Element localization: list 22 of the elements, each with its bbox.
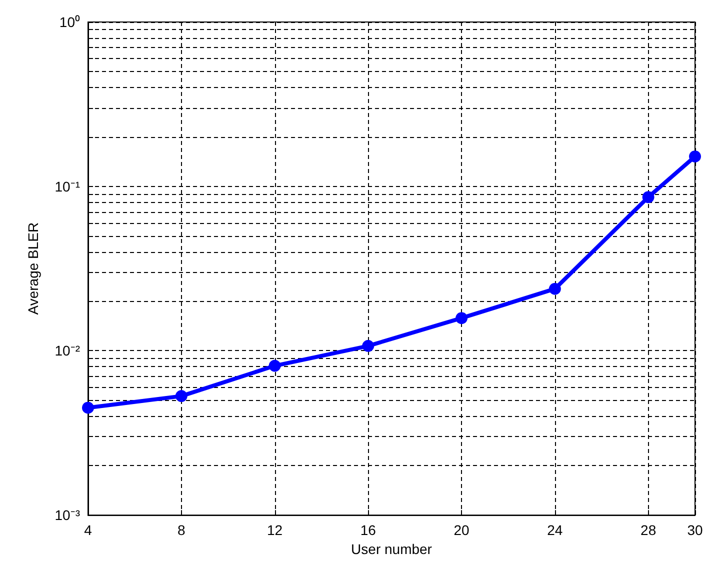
point: [82, 402, 94, 414]
point: [689, 150, 701, 162]
point: [456, 312, 468, 324]
x-tick-label: 28: [640, 522, 656, 538]
y-axis-title: Average BLER: [25, 222, 41, 315]
x-axis-title: User number: [351, 541, 432, 557]
point: [362, 340, 374, 352]
y-tick-label: 10⁻³: [54, 507, 80, 524]
x-tick-label: 24: [547, 522, 563, 538]
x-tick-label: 8: [177, 522, 186, 538]
point: [175, 390, 188, 402]
y-tick-label: 10⁻²: [54, 342, 80, 359]
y-tick-label: 10⁰: [59, 14, 80, 30]
point: [642, 191, 654, 204]
x-tick-label: 30: [687, 522, 703, 538]
x-tick-label: 4: [84, 522, 92, 538]
y-tick-label: 10⁻¹: [54, 178, 80, 194]
x-tick-label: 20: [454, 522, 470, 538]
x-tick-label: 16: [360, 522, 376, 538]
x-tick-label: 12: [266, 522, 283, 538]
point: [548, 282, 561, 295]
point: [268, 360, 281, 372]
